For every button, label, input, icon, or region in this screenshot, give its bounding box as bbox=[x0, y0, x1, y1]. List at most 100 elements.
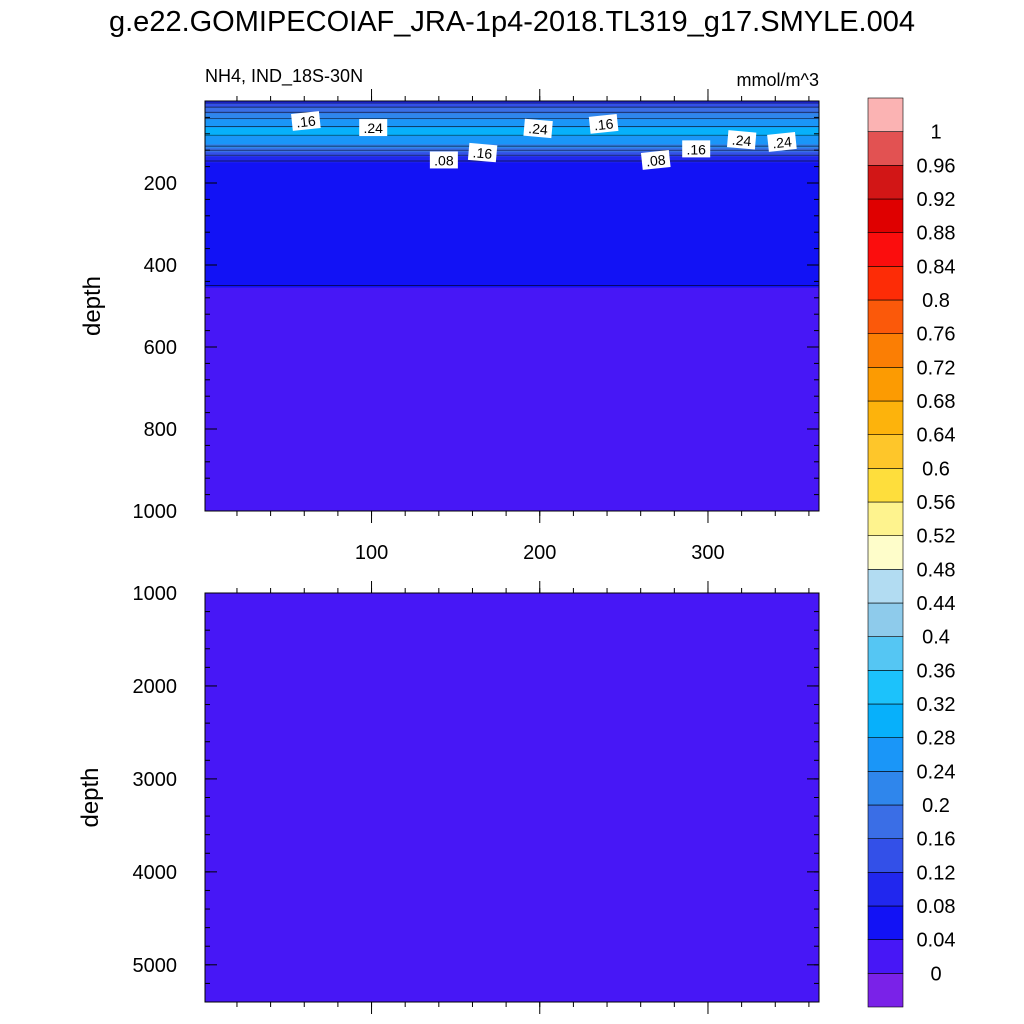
colorbar-box bbox=[867, 232, 904, 267]
colorbar-label: 0.6 bbox=[922, 458, 950, 480]
y-tick-label: 200 bbox=[144, 173, 177, 195]
colorbar-box bbox=[867, 838, 904, 873]
panel-lower: 1000 2000 3000 4000 5000 depth bbox=[77, 581, 820, 1014]
contour-label: .24 bbox=[726, 130, 757, 150]
colorbar-label: 0.72 bbox=[917, 357, 956, 379]
contour-label-text: .24 bbox=[363, 120, 383, 136]
y-tick-label: 400 bbox=[144, 255, 177, 277]
field-band bbox=[205, 107, 819, 114]
panel-upper: .16 .24 .24 .16 .08 .16 .08 .16 .24 .24 200 400 600 8… bbox=[79, 89, 820, 564]
contour-label-box bbox=[726, 130, 757, 150]
y-tick-label: 600 bbox=[144, 337, 177, 359]
y-tick-label: 800 bbox=[144, 419, 177, 441]
colorbar-box bbox=[867, 131, 904, 166]
y-tick-label: 5000 bbox=[133, 955, 178, 977]
field-band bbox=[205, 593, 819, 1002]
colorbar-box bbox=[867, 771, 904, 806]
colorbar-box bbox=[867, 97, 904, 132]
figure-title: g.e22.GOMIPECOIAF_JRA-1p4-2018.TL319_g17… bbox=[109, 6, 915, 38]
x-tick-label: 200 bbox=[523, 542, 556, 564]
colorbar-label: 0.36 bbox=[917, 660, 956, 682]
colorbar-box bbox=[867, 333, 904, 368]
colorbar-box bbox=[867, 703, 904, 738]
colorbar-box bbox=[867, 636, 904, 671]
contour-label-text: .24 bbox=[528, 120, 549, 138]
colorbar-label: 0.04 bbox=[917, 930, 956, 952]
contour-label: .24 bbox=[767, 131, 797, 152]
y-tick-label: 2000 bbox=[133, 676, 178, 698]
colorbar-box bbox=[867, 468, 904, 503]
field-band bbox=[205, 119, 819, 129]
colorbar-box bbox=[867, 872, 904, 907]
y-tick-label: 3000 bbox=[133, 769, 178, 791]
colorbar-label: 0 bbox=[930, 963, 941, 985]
colorbar-label: 0.56 bbox=[917, 492, 956, 514]
colorbar-label: 0.12 bbox=[917, 862, 956, 884]
x-tick-label: 300 bbox=[691, 542, 724, 564]
colorbar-label: 0.4 bbox=[922, 627, 950, 649]
variable-label: NH4, IND_18S-30N bbox=[205, 66, 363, 87]
colorbar-box bbox=[867, 165, 904, 200]
field-band bbox=[205, 103, 819, 108]
contour-label-text: .24 bbox=[731, 132, 752, 150]
colorbar-box bbox=[867, 973, 904, 1008]
field-band bbox=[205, 287, 819, 511]
contour-label: .08 bbox=[640, 150, 671, 170]
colorbar-box bbox=[867, 501, 904, 536]
y-tick-label: 4000 bbox=[133, 862, 178, 884]
colorbar-label: 0.92 bbox=[917, 189, 956, 211]
field-band bbox=[205, 162, 819, 289]
contour-label: .16 bbox=[291, 111, 321, 131]
field-band bbox=[205, 156, 819, 164]
colorbar-box bbox=[867, 602, 904, 637]
y-tick-label: 1000 bbox=[133, 583, 178, 605]
colorbar-label: 0.2 bbox=[922, 795, 950, 817]
field-band bbox=[205, 152, 819, 157]
contour-label: .16 bbox=[588, 113, 619, 134]
contour-label-box bbox=[588, 113, 619, 134]
colorbar-box bbox=[867, 535, 904, 570]
contour-label-text: .16 bbox=[686, 141, 706, 157]
colorbar-label: 0.68 bbox=[917, 391, 956, 413]
field-band bbox=[205, 135, 819, 145]
contour-label-box bbox=[767, 131, 797, 152]
field-band bbox=[205, 113, 819, 121]
units-label: mmol/m^3 bbox=[737, 70, 819, 90]
colorbar-label: 0.76 bbox=[917, 324, 956, 346]
colorbar-box bbox=[867, 434, 904, 469]
contour-label-text: .16 bbox=[593, 115, 614, 133]
colorbar-box bbox=[867, 400, 904, 435]
colorbar-box bbox=[867, 367, 904, 402]
x-tick-label: 100 bbox=[355, 542, 388, 564]
colorbar-label: 0.44 bbox=[917, 593, 956, 615]
contour-label: .16 bbox=[467, 142, 498, 163]
field-band bbox=[205, 127, 819, 137]
colorbar: 0 0.04 0.08 0.12 0.16 0.2 0.24 0.28 0.32 0.36 0.4 0… bbox=[867, 97, 956, 1008]
colorbar-label: 0.28 bbox=[917, 728, 956, 750]
contour-label-box bbox=[682, 140, 711, 158]
contour-label-text: .16 bbox=[295, 113, 316, 131]
y-tick-label: 1000 bbox=[133, 501, 178, 523]
contour-label-box bbox=[429, 151, 458, 169]
colorbar-label: 0.8 bbox=[922, 290, 950, 312]
plot-frame bbox=[204, 100, 820, 512]
contour-label-box bbox=[467, 142, 498, 163]
colorbar-box bbox=[867, 905, 904, 940]
colorbar-box bbox=[867, 939, 904, 974]
colorbar-box bbox=[867, 198, 904, 233]
contour-label-box bbox=[359, 119, 388, 137]
contour-label: .24 bbox=[359, 119, 388, 137]
colorbar-label: 0.84 bbox=[917, 256, 956, 278]
contour-label-text: .08 bbox=[434, 152, 454, 168]
colorbar-label: 0.08 bbox=[917, 896, 956, 918]
colorbar-label: 0.32 bbox=[917, 694, 956, 716]
y-axis-label: depth bbox=[77, 767, 104, 827]
colorbar-label: 0.24 bbox=[917, 761, 956, 783]
colorbar-label: 0.48 bbox=[917, 559, 956, 581]
contour-label-box bbox=[640, 150, 671, 170]
colorbar-box bbox=[867, 670, 904, 705]
contour-label-box bbox=[523, 118, 553, 139]
contour-label-text: .08 bbox=[645, 151, 666, 169]
colorbar-label: 0.88 bbox=[917, 223, 956, 245]
